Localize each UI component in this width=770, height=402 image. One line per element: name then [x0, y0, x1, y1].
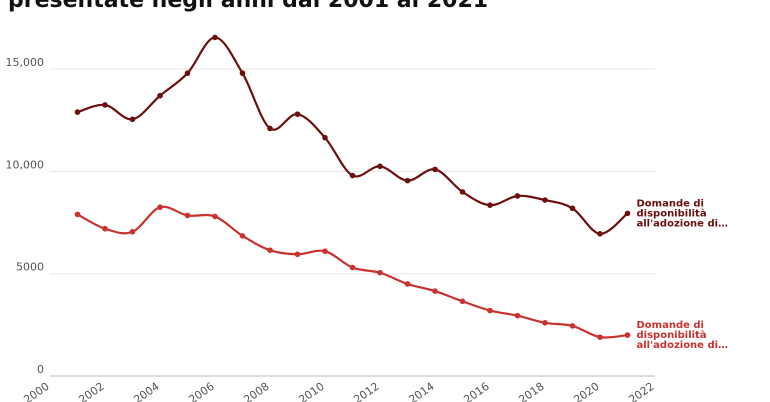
data-point: [349, 172, 356, 179]
data-point: [129, 116, 136, 123]
data-point: [542, 197, 548, 203]
data-point: [322, 134, 328, 141]
data-point: [157, 92, 163, 99]
x-tick-label: 2020: [571, 380, 601, 402]
y-tick-label: 5000: [16, 261, 44, 274]
data-point: [432, 166, 438, 173]
data-point: [514, 312, 521, 319]
y-tick-label: 10,000: [6, 158, 45, 171]
data-point: [74, 109, 81, 115]
data-point: [239, 233, 246, 239]
data-point: [514, 193, 521, 199]
x-tick-label: 2008: [241, 380, 271, 402]
series-end-label-line: Domande di: [637, 198, 704, 209]
data-point: [212, 213, 218, 220]
data-point: [569, 205, 576, 212]
data-point: [459, 189, 466, 195]
data-point: [322, 248, 328, 255]
data-point: [404, 177, 411, 184]
data-point: [184, 70, 191, 77]
data-point: [349, 264, 356, 271]
series-end-label-line: disponibilità: [637, 207, 707, 219]
data-point: [157, 204, 163, 211]
series-end-label-line: disponibilità: [637, 329, 707, 341]
data-point: [184, 212, 191, 219]
data-point: [597, 231, 603, 237]
x-axis-tick-labels: 2000 2002 2004 2006 2008 2010 2012 2014 2016 2018…: [21, 380, 656, 402]
data-point: [624, 332, 631, 338]
x-tick-label: 2004: [131, 380, 161, 402]
series-line-1: [77, 36, 629, 235]
data-point: [597, 334, 603, 340]
x-tick-label: 2022: [626, 380, 656, 402]
data-point: [487, 307, 493, 314]
series-end-labels: Domande di disponibilità all'adozione di…D…: [637, 198, 729, 351]
grid-lines: [50, 68, 655, 377]
data-point: [542, 320, 548, 326]
data-point: [377, 269, 383, 276]
series-end-label-line: all'adozione di…: [637, 218, 729, 229]
y-axis-tick-labels: 0 5000 10,000 15,000: [6, 56, 45, 376]
data-point: [267, 125, 273, 132]
series-lines: [74, 34, 631, 340]
x-tick-label: 2016: [461, 380, 491, 402]
data-point: [267, 247, 273, 253]
series-end-label: Domande di disponibilità all'adozione di…: [637, 320, 729, 351]
data-point: [239, 70, 246, 77]
x-tick-label: 2000: [21, 380, 51, 402]
x-tick-label: 2010: [296, 380, 326, 402]
data-point: [377, 163, 383, 170]
data-point: [212, 34, 218, 41]
data-point: [569, 323, 576, 329]
x-tick-label: 2014: [406, 380, 436, 402]
y-tick-label: 15,000: [6, 56, 45, 69]
data-point: [129, 228, 136, 235]
data-point: [404, 281, 411, 287]
data-point: [294, 251, 301, 258]
data-point: [102, 102, 108, 108]
data-point: [459, 298, 466, 305]
x-tick-label: 2018: [516, 380, 546, 402]
data-point: [487, 202, 493, 208]
data-point: [432, 288, 438, 294]
data-point: [294, 111, 301, 117]
series-line-2: [76, 205, 628, 339]
y-tick-label: 0: [37, 363, 44, 376]
data-point: [74, 211, 81, 218]
series-end-label: Domande di disponibilità all'adozione di…: [637, 198, 729, 229]
data-point: [102, 225, 108, 232]
x-tick-label: 2012: [351, 380, 381, 402]
chart-title: presentate negli anni dal 2001 al 2021: [8, 0, 489, 13]
series-end-label-line: all'adozione di…: [637, 340, 729, 351]
data-point: [624, 210, 631, 217]
x-tick-label: 2002: [76, 380, 106, 402]
series-end-label-line: Domande di: [637, 320, 704, 331]
x-tick-label: 2006: [186, 380, 216, 402]
